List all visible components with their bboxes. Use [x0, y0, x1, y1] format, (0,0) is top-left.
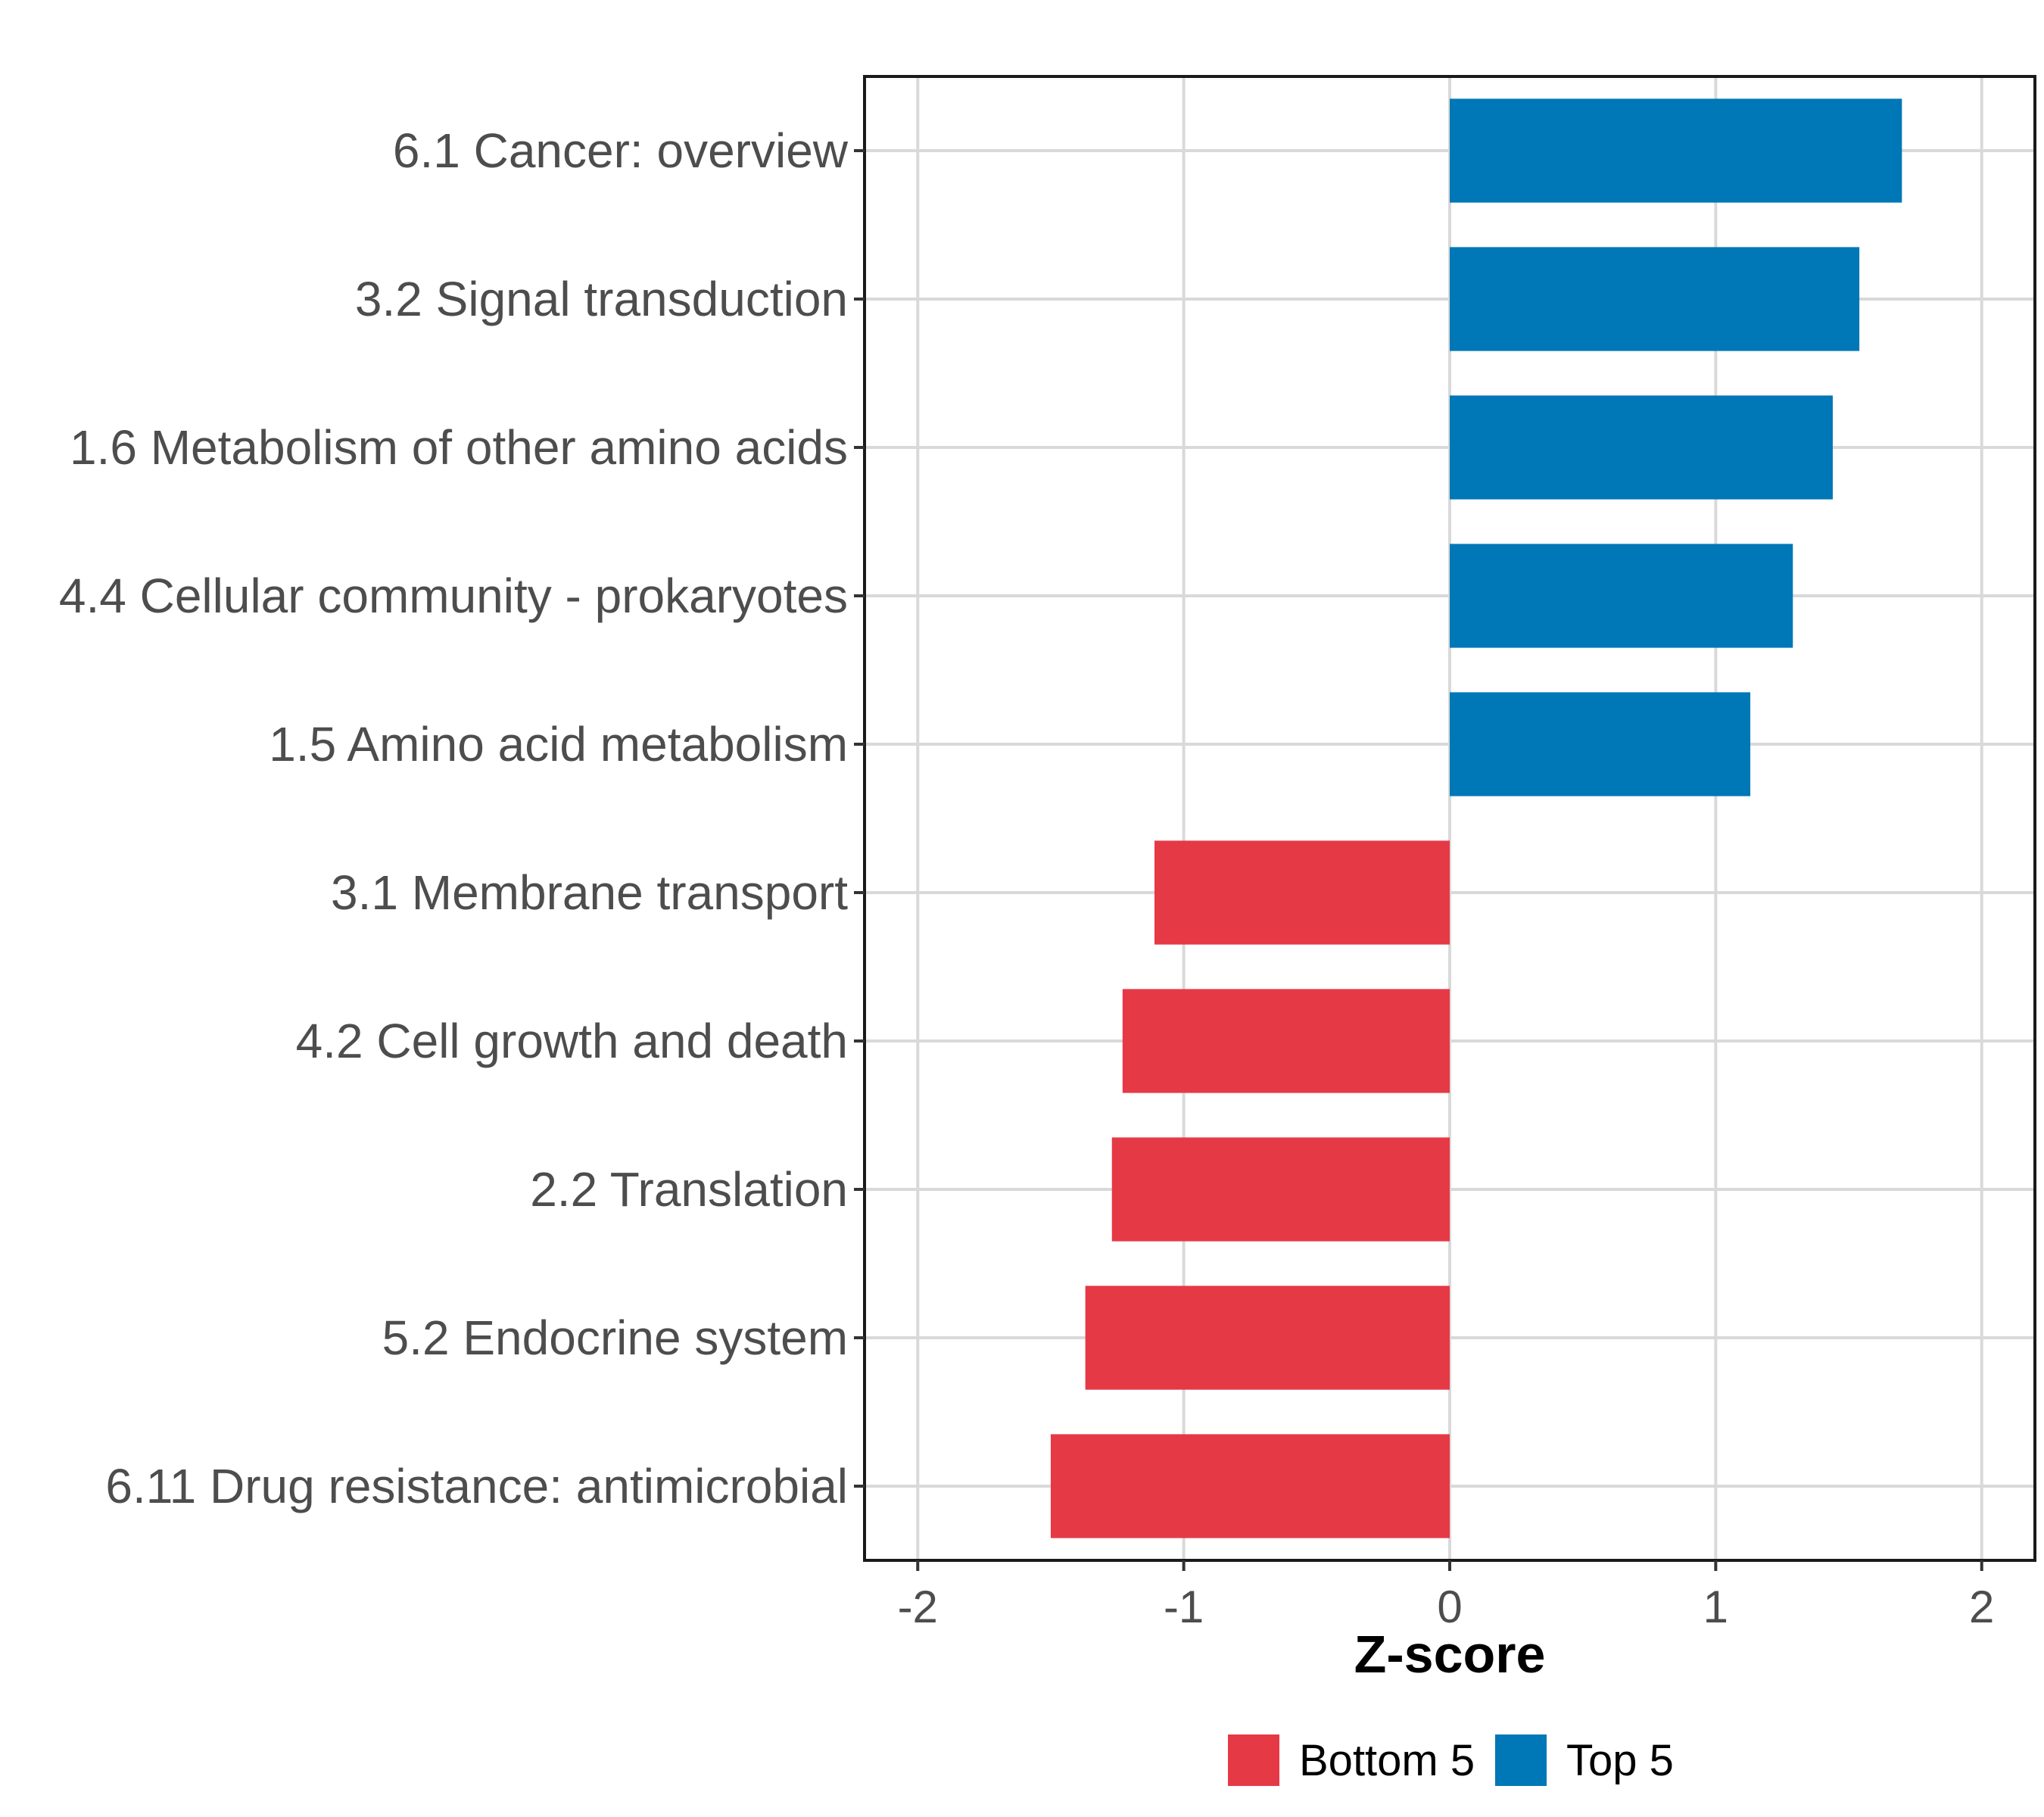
category-label: 6.1 Cancer: overview: [393, 123, 849, 178]
bar-top: [1450, 395, 1833, 500]
bar-bottom: [1154, 840, 1450, 945]
bar-top: [1450, 692, 1751, 796]
legend-key: [1495, 1734, 1547, 1786]
category-label: 3.1 Membrane transport: [331, 865, 848, 920]
category-label: 4.4 Cellular community - prokaryotes: [59, 569, 848, 623]
x-axis-title: Z-score: [1354, 1625, 1546, 1684]
bar-top: [1450, 98, 1902, 203]
category-label: 3.2 Signal transduction: [355, 272, 848, 326]
category-label: 4.2 Cell growth and death: [296, 1014, 848, 1068]
bar-top: [1450, 544, 1793, 648]
bar-layer: [1050, 98, 1902, 1538]
category-label: 1.5 Amino acid metabolism: [269, 717, 848, 771]
y-axis: 6.1 Cancer: overview 3.2 Signal transduct…: [59, 123, 865, 1513]
legend-label: Top 5: [1566, 1736, 1674, 1785]
category-label: 1.6 Metabolism of other amino acids: [70, 420, 848, 475]
x-tick-label: 2: [1969, 1582, 1994, 1632]
bar-bottom: [1085, 1286, 1450, 1390]
bar-top: [1450, 247, 1860, 351]
x-tick-label: -2: [898, 1582, 938, 1632]
legend-label: Bottom 5: [1299, 1736, 1475, 1785]
category-label: 6.11 Drug resistance: antimicrobial: [105, 1459, 848, 1513]
x-tick-label: 1: [1703, 1582, 1728, 1632]
x-axis: -2 -1 0 1 2: [898, 1560, 1994, 1632]
category-label: 2.2 Translation: [530, 1162, 848, 1217]
bar-bottom: [1122, 989, 1450, 1093]
legend-key: [1228, 1734, 1279, 1786]
bar-bottom: [1050, 1434, 1450, 1538]
legend: Bottom 5 Top 5: [1228, 1734, 1674, 1786]
category-label: 5.2 Endocrine system: [382, 1311, 848, 1365]
x-tick-label: -1: [1164, 1582, 1204, 1632]
x-tick-label: 0: [1437, 1582, 1462, 1632]
bar-bottom: [1111, 1137, 1450, 1242]
